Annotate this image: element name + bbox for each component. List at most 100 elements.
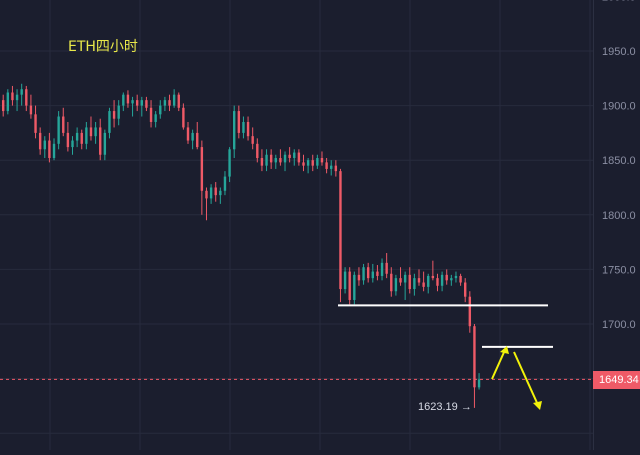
candle-body bbox=[168, 100, 171, 106]
candle bbox=[293, 149, 296, 166]
right-arrow-icon: → bbox=[457, 401, 472, 413]
candle-body bbox=[34, 114, 37, 133]
candle-body bbox=[71, 140, 74, 148]
candle bbox=[334, 160, 338, 177]
candle-body bbox=[117, 105, 120, 119]
candle bbox=[311, 154, 314, 172]
candle bbox=[251, 127, 254, 150]
candle-body bbox=[459, 275, 462, 283]
candle bbox=[385, 253, 388, 279]
candle bbox=[57, 111, 60, 150]
candle bbox=[11, 85, 14, 106]
candle-body bbox=[297, 152, 301, 163]
candle-body bbox=[214, 187, 217, 196]
candle-body bbox=[371, 271, 374, 279]
candle bbox=[279, 149, 282, 166]
candle-body bbox=[228, 149, 231, 177]
candle bbox=[260, 149, 264, 172]
candle-body bbox=[209, 187, 213, 199]
arrow-up-icon bbox=[491, 346, 509, 380]
candle bbox=[29, 94, 33, 119]
candle bbox=[413, 273, 416, 296]
candle bbox=[454, 271, 458, 283]
candle-body bbox=[306, 160, 310, 166]
candle-body bbox=[464, 282, 467, 297]
arrow-down-icon bbox=[513, 351, 542, 410]
candle-body bbox=[343, 271, 347, 290]
low-price-value: 1623.19 bbox=[418, 401, 458, 413]
candle-body bbox=[477, 379, 481, 388]
candle-body bbox=[66, 132, 70, 148]
candle-body bbox=[52, 143, 56, 159]
candle-body bbox=[242, 121, 245, 133]
candle bbox=[242, 116, 245, 139]
candle bbox=[172, 89, 176, 108]
candle-body bbox=[390, 273, 393, 292]
candle bbox=[186, 121, 190, 144]
candle-body bbox=[80, 132, 83, 144]
candle-body bbox=[200, 147, 204, 191]
candle-body bbox=[172, 94, 176, 106]
candle bbox=[325, 158, 328, 174]
candle bbox=[390, 267, 393, 297]
candle-body bbox=[260, 158, 264, 166]
candle bbox=[168, 94, 171, 112]
candle-body bbox=[223, 176, 227, 191]
y-tick-label: 1950.0 bbox=[602, 46, 636, 58]
candle-body bbox=[233, 111, 236, 150]
candle bbox=[427, 273, 430, 294]
candle bbox=[274, 154, 277, 169]
arrow-up-head bbox=[500, 346, 509, 354]
candle bbox=[6, 89, 10, 115]
candle-body bbox=[408, 274, 411, 290]
candle-body bbox=[29, 105, 33, 115]
candle bbox=[417, 269, 421, 286]
candle-body bbox=[237, 111, 241, 133]
candle bbox=[422, 271, 425, 292]
candle-body bbox=[274, 158, 277, 163]
candle bbox=[99, 118, 102, 161]
candle-body bbox=[140, 100, 143, 106]
candle bbox=[357, 267, 361, 286]
candle bbox=[200, 140, 204, 215]
candle-body bbox=[126, 94, 130, 104]
candle bbox=[403, 271, 407, 300]
candle-body bbox=[445, 274, 448, 281]
candle-body bbox=[149, 107, 153, 122]
candle bbox=[376, 265, 379, 281]
low-price-label: 1623.19 → bbox=[418, 401, 472, 413]
candle bbox=[339, 168, 342, 303]
candle bbox=[228, 147, 231, 183]
candle bbox=[348, 267, 351, 305]
arrow-up-shaft bbox=[491, 349, 506, 380]
candle-body bbox=[43, 140, 46, 150]
candle-body bbox=[353, 274, 356, 300]
candle-body bbox=[256, 143, 259, 159]
candle-body bbox=[75, 132, 79, 141]
candle bbox=[269, 149, 273, 169]
candle-body bbox=[2, 100, 5, 112]
candle bbox=[306, 158, 310, 174]
y-tick-label: 1800.0 bbox=[602, 210, 636, 222]
candle-body bbox=[283, 154, 287, 163]
candle-body bbox=[85, 127, 88, 144]
candle bbox=[440, 271, 444, 292]
candle-body bbox=[131, 100, 134, 104]
candle bbox=[473, 324, 476, 408]
candle-body bbox=[427, 275, 430, 287]
y-tick-label: 1750.0 bbox=[602, 264, 636, 276]
candle bbox=[126, 90, 130, 108]
candle bbox=[34, 105, 37, 139]
candle bbox=[431, 260, 435, 281]
candle bbox=[177, 92, 180, 112]
candle-body bbox=[186, 127, 190, 141]
candle bbox=[94, 121, 97, 144]
candle-body bbox=[112, 111, 116, 119]
candle-body bbox=[94, 127, 97, 137]
candle bbox=[131, 96, 134, 117]
candle bbox=[48, 132, 51, 163]
candle bbox=[394, 274, 398, 296]
candle-body bbox=[380, 262, 384, 276]
annotations-group bbox=[0, 304, 593, 410]
